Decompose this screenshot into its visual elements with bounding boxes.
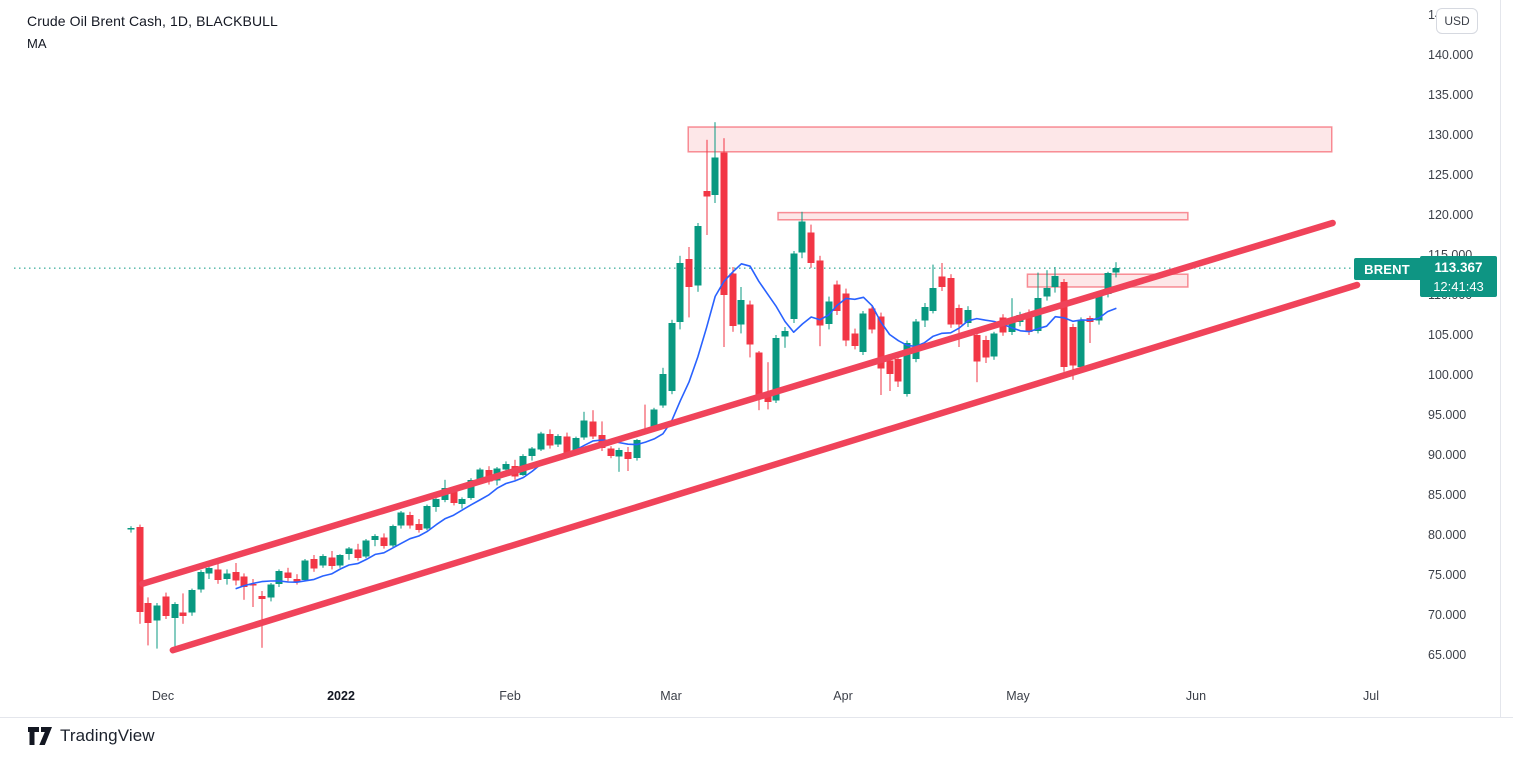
bar-countdown: 12:41:43: [1433, 278, 1484, 294]
channel-lower[interactable]: [169, 281, 1361, 654]
price-axis-label: 95.000: [1428, 408, 1467, 422]
time-axis-label: Apr: [833, 689, 853, 703]
time-axis-label: Jun: [1185, 689, 1207, 703]
price-axis-label: 130.000: [1428, 128, 1474, 142]
price-axis-label: 100.000: [1428, 368, 1474, 382]
price-axis-label: 120.000: [1428, 208, 1474, 222]
resistance-zone-120[interactable]: [777, 211, 1189, 221]
price-axis-label: 80.000: [1428, 528, 1467, 542]
last-price-value: 113.367: [1434, 259, 1483, 275]
price-axis-divider: [1500, 0, 1501, 717]
time-axis-label: Jul: [1363, 689, 1379, 703]
time-axis-label: Dec: [151, 689, 175, 703]
time-axis-label: May: [1006, 689, 1030, 703]
price-axis-label: 140.000: [1428, 48, 1474, 62]
price-axis-label: 125.000: [1428, 168, 1474, 182]
price-axis-label: 85.000: [1428, 488, 1467, 502]
last-price-value-badge: 113.367 12:41:43: [1420, 256, 1497, 297]
channel-upper[interactable]: [139, 219, 1336, 588]
last-price-symbol-badge: BRENT: [1354, 258, 1420, 280]
price-axis-label: 105.000: [1428, 328, 1474, 342]
tradingview-logo[interactable]: TradingView: [27, 724, 155, 748]
price-axis-label: 70.000: [1428, 608, 1467, 622]
time-axis-label: Mar: [660, 689, 682, 703]
currency-toggle-button[interactable]: USD: [1436, 8, 1478, 34]
footer-divider: [0, 717, 1513, 718]
price-axis-label: 75.000: [1428, 568, 1467, 582]
time-axis-label: Feb: [499, 689, 521, 703]
price-axis-label: 90.000: [1428, 448, 1467, 462]
resistance-zone-130[interactable]: [687, 126, 1333, 153]
candlestick-series[interactable]: [127, 122, 1120, 650]
time-axis-label: 2022: [327, 689, 355, 703]
ma-indicator-label: MA: [27, 36, 47, 51]
price-axis-label: 65.000: [1428, 648, 1467, 662]
tradingview-logo-icon: [28, 727, 52, 745]
symbol-title: Crude Oil Brent Cash, 1D, BLACKBULL: [27, 13, 278, 29]
tradingview-logo-text: TradingView: [60, 726, 155, 745]
ma-line[interactable]: [235, 263, 1117, 590]
price-axis-label: 135.000: [1428, 88, 1474, 102]
